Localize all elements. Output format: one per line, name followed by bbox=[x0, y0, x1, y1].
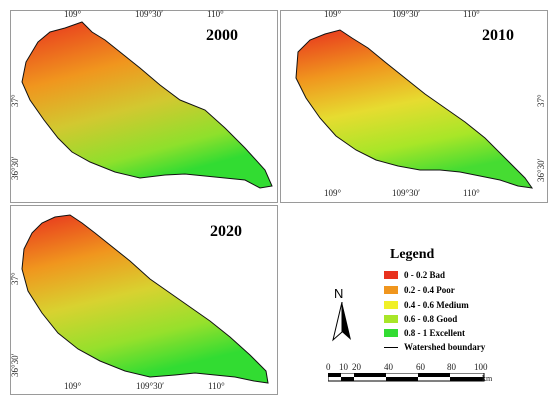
bottom-tick-110: 110° bbox=[208, 381, 225, 391]
legend-label-boundary: Watershed boundary bbox=[404, 342, 486, 352]
legend-swatch-medium bbox=[384, 301, 398, 309]
year-label-2000: 2000 bbox=[206, 27, 238, 44]
year-label-2020: 2020 bbox=[210, 223, 242, 240]
legend-item-poor: 0.2 - 0.4 Poor bbox=[384, 285, 455, 295]
legend-swatch-excellent bbox=[384, 329, 398, 337]
watershed-shape-2000 bbox=[21, 21, 273, 189]
bottom-tick-109-30: 109°30′ bbox=[392, 188, 421, 198]
bottom-tick-110: 110° bbox=[463, 188, 480, 198]
legend-item-bad: 0 - 0.2 Bad bbox=[384, 270, 445, 280]
top-tick-109-30: 109°30′ bbox=[135, 9, 164, 19]
top-tick-110: 110° bbox=[463, 9, 480, 19]
bottom-tick-109: 109° bbox=[64, 381, 82, 391]
legend-label-bad: 0 - 0.2 Bad bbox=[404, 270, 446, 280]
scale-bar-graphic bbox=[328, 373, 485, 382]
legend-item-good: 0.6 - 0.8 Good bbox=[384, 314, 457, 324]
north-arrow: N bbox=[329, 286, 355, 342]
top-tick-110: 110° bbox=[207, 9, 224, 19]
scale-label-80: 80 bbox=[447, 362, 456, 372]
legend-swatch-bad bbox=[384, 271, 398, 279]
legend-item-excellent: 0.8 - 1 Excellent bbox=[384, 328, 465, 338]
scale-label-10: 10 bbox=[339, 362, 348, 372]
boundary-line-symbol bbox=[384, 346, 398, 348]
legend-title: Legend bbox=[390, 247, 435, 262]
watershed-map-2010 bbox=[295, 29, 534, 189]
legend-label-excellent: 0.8 - 1 Excellent bbox=[404, 328, 465, 338]
scale-unit: km bbox=[482, 374, 493, 383]
legend-swatch-good bbox=[384, 315, 398, 323]
scale-label-0: 0 bbox=[326, 362, 331, 372]
watershed-map-2000 bbox=[21, 21, 273, 189]
bottom-tick-109-30: 109°30′ bbox=[136, 381, 165, 391]
map-panel-2020: 37° 36°30′ 109° 109°30′ 110° 2020 bbox=[10, 205, 278, 395]
legend-label-medium: 0.4 - 0.6 Medium bbox=[404, 300, 469, 310]
scale-label-100: 100 bbox=[474, 362, 488, 372]
scale-label-20: 20 bbox=[352, 362, 361, 372]
top-tick-109: 109° bbox=[64, 9, 82, 19]
legend-label-poor: 0.2 - 0.4 Poor bbox=[404, 285, 455, 295]
year-label-2010: 2010 bbox=[482, 27, 514, 44]
top-tick-109-30: 109°30′ bbox=[392, 9, 421, 19]
legend-item-medium: 0.4 - 0.6 Medium bbox=[384, 300, 469, 310]
scale-label-40: 40 bbox=[384, 362, 393, 372]
legend-label-good: 0.6 - 0.8 Good bbox=[404, 314, 458, 324]
legend-item-boundary: Watershed boundary bbox=[384, 342, 485, 352]
top-tick-109: 109° bbox=[324, 9, 342, 19]
north-label: N bbox=[334, 286, 344, 301]
watershed-map-2020 bbox=[21, 214, 269, 384]
scale-bar: 0 10 20 40 60 80 100 km bbox=[322, 362, 497, 386]
map-panel-2010: 109° 109°30′ 110° 109° 109°30′ 110° 37° … bbox=[280, 9, 548, 203]
map-panel-2000: 109° 109°30′ 110° 37° 36°30′ 2000 bbox=[10, 9, 278, 203]
north-arrow-icon bbox=[332, 302, 351, 342]
scale-label-60: 60 bbox=[416, 362, 425, 372]
bottom-tick-109: 109° bbox=[324, 188, 342, 198]
legend-swatch-poor bbox=[384, 286, 398, 294]
watershed-shape-2010 bbox=[295, 29, 534, 189]
watershed-shape-2020 bbox=[21, 214, 269, 384]
